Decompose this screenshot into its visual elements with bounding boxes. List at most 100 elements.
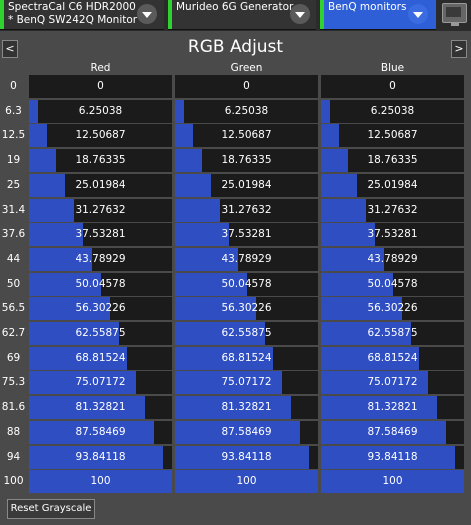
cell-green[interactable]: 81.32821 xyxy=(175,396,318,419)
cell-value: 50.04578 xyxy=(221,278,272,290)
cell-green[interactable]: 56.30226 xyxy=(175,297,318,320)
chevron-down-icon[interactable] xyxy=(408,4,428,24)
cell-green[interactable]: 25.01984 xyxy=(175,174,318,197)
cell-value: 25.01984 xyxy=(75,179,126,191)
row-label: 88 xyxy=(6,426,21,438)
cell-value: 18.76335 xyxy=(221,154,272,166)
prev-page-button[interactable]: < xyxy=(2,40,18,58)
cell-blue[interactable]: 50.04578 xyxy=(321,273,464,296)
level-fill xyxy=(175,273,247,296)
cell-red[interactable]: 93.84118 xyxy=(29,446,172,469)
level-fill xyxy=(321,124,339,147)
cell-green[interactable]: 75.07172 xyxy=(175,371,318,394)
chevron-down-icon[interactable] xyxy=(290,4,310,24)
cell-red[interactable]: 56.30226 xyxy=(29,297,172,320)
monitor-icon[interactable] xyxy=(442,3,467,26)
cell-red[interactable]: 18.76335 xyxy=(29,149,172,172)
cell-blue[interactable]: 18.76335 xyxy=(321,149,464,172)
next-page-button[interactable]: > xyxy=(451,40,467,58)
level-fill xyxy=(321,149,348,172)
level-fill xyxy=(29,199,74,222)
cell-blue[interactable]: 25.01984 xyxy=(321,174,464,197)
cell-green[interactable]: 31.27632 xyxy=(175,199,318,222)
cell-blue[interactable]: 37.53281 xyxy=(321,223,464,246)
cell-value: 56.30226 xyxy=(367,302,418,314)
cell-red[interactable]: 68.81524 xyxy=(29,347,172,370)
cell-value: 68.81524 xyxy=(75,352,126,364)
cell-green[interactable]: 6.25038 xyxy=(175,100,318,123)
cell-green[interactable]: 12.50687 xyxy=(175,124,318,147)
cell-blue[interactable]: 12.50687 xyxy=(321,124,464,147)
cell-red[interactable]: 12.50687 xyxy=(29,124,172,147)
level-fill xyxy=(175,446,310,469)
cell-blue[interactable]: 81.32821 xyxy=(321,396,464,419)
level-fill xyxy=(321,347,420,370)
column-header-blue: Blue xyxy=(380,62,405,74)
cell-blue[interactable]: 0 xyxy=(321,75,464,98)
cell-red[interactable]: 25.01984 xyxy=(29,174,172,197)
cell-blue[interactable]: 31.27632 xyxy=(321,199,464,222)
level-fill xyxy=(175,470,318,493)
cell-green[interactable]: 93.84118 xyxy=(175,446,318,469)
level-fill xyxy=(321,174,357,197)
level-fill xyxy=(175,347,274,370)
cell-green[interactable]: 62.55875 xyxy=(175,322,318,345)
row-label: 100 xyxy=(3,475,24,487)
cell-value: 50.04578 xyxy=(367,278,418,290)
cell-blue[interactable]: 43.78929 xyxy=(321,248,464,271)
cell-value: 43.78929 xyxy=(367,253,418,265)
cell-value: 81.32821 xyxy=(75,401,126,413)
cell-red[interactable]: 37.53281 xyxy=(29,223,172,246)
generator-dropdown[interactable]: Murideo 6G Generator xyxy=(168,0,316,30)
cell-value: 100 xyxy=(236,475,257,487)
cell-value: 6.25038 xyxy=(370,105,415,117)
cell-value: 12.50687 xyxy=(221,129,272,141)
cell-green[interactable]: 50.04578 xyxy=(175,273,318,296)
cell-red[interactable]: 81.32821 xyxy=(29,396,172,419)
cell-red[interactable]: 50.04578 xyxy=(29,273,172,296)
cell-blue[interactable]: 62.55875 xyxy=(321,322,464,345)
cell-red[interactable]: 0 xyxy=(29,75,172,98)
display-dropdown[interactable]: BenQ monitors xyxy=(320,0,436,30)
reset-grayscale-button[interactable]: Reset Grayscale xyxy=(7,499,95,519)
cell-blue[interactable]: 87.58469 xyxy=(321,421,464,444)
cell-green[interactable]: 0 xyxy=(175,75,318,98)
level-fill xyxy=(321,421,447,444)
cell-value: 62.55875 xyxy=(221,327,272,339)
row-label: 19 xyxy=(6,154,21,166)
column-header-red: Red xyxy=(90,62,111,74)
cell-value: 93.84118 xyxy=(75,451,126,463)
cell-blue[interactable]: 56.30226 xyxy=(321,297,464,320)
cell-green[interactable]: 100 xyxy=(175,470,318,493)
cell-red[interactable]: 31.27632 xyxy=(29,199,172,222)
cell-green[interactable]: 43.78929 xyxy=(175,248,318,271)
row-label: 37.6 xyxy=(1,228,26,240)
cell-green[interactable]: 37.53281 xyxy=(175,223,318,246)
cell-value: 93.84118 xyxy=(221,451,272,463)
cell-red[interactable]: 6.25038 xyxy=(29,100,172,123)
cell-red[interactable]: 87.58469 xyxy=(29,421,172,444)
cell-value: 56.30226 xyxy=(75,302,126,314)
cell-red[interactable]: 43.78929 xyxy=(29,248,172,271)
cell-green[interactable]: 18.76335 xyxy=(175,149,318,172)
cell-green[interactable]: 68.81524 xyxy=(175,347,318,370)
cell-blue[interactable]: 68.81524 xyxy=(321,347,464,370)
cell-blue[interactable]: 75.07172 xyxy=(321,371,464,394)
cell-blue[interactable]: 6.25038 xyxy=(321,100,464,123)
top-toolbar: SpectraCal C6 HDR2000 * BenQ SW242Q Moni… xyxy=(0,0,471,31)
level-fill xyxy=(321,371,429,394)
cell-green[interactable]: 87.58469 xyxy=(175,421,318,444)
cell-value: 37.53281 xyxy=(221,228,272,240)
cell-red[interactable]: 62.55875 xyxy=(29,322,172,345)
cell-blue[interactable]: 100 xyxy=(321,470,464,493)
probe-dropdown[interactable]: SpectraCal C6 HDR2000 * BenQ SW242Q Moni… xyxy=(0,0,164,30)
level-fill xyxy=(29,347,128,370)
row-label: 69 xyxy=(6,352,21,364)
cell-value: 87.58469 xyxy=(367,426,418,438)
cell-red[interactable]: 75.07172 xyxy=(29,371,172,394)
cell-blue[interactable]: 93.84118 xyxy=(321,446,464,469)
cell-red[interactable]: 100 xyxy=(29,470,172,493)
level-fill xyxy=(175,371,283,394)
level-fill xyxy=(29,396,146,419)
chevron-down-icon[interactable] xyxy=(137,4,157,24)
